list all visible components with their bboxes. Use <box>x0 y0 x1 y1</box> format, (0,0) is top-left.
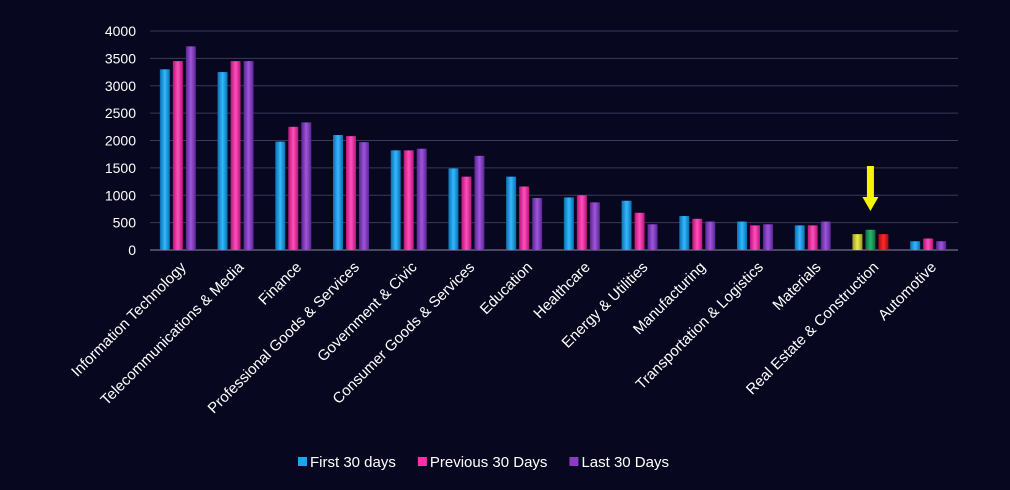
bar-last-30-days <box>820 221 831 250</box>
bar-last-30-days <box>243 61 254 250</box>
x-tick-label: Information Technology <box>68 258 190 380</box>
bar-previous-30-days <box>634 212 645 250</box>
bar-last-30-days <box>532 197 543 250</box>
bar-last-30-days <box>647 224 658 250</box>
y-tick-label: 3500 <box>105 50 136 66</box>
bar-last-30-days <box>763 224 773 250</box>
y-tick-label: 1000 <box>105 187 136 203</box>
legend: First 30 days Previous 30 Days Last 30 Day… <box>298 454 669 471</box>
bar-first-30-days <box>852 234 863 250</box>
bar-first-30-days <box>217 72 228 250</box>
x-tick-label: Finance <box>255 259 305 309</box>
x-axis-labels: Information TechnologyTelecommunications… <box>68 258 940 417</box>
bar-previous-30-days <box>807 225 818 250</box>
x-tick-label: Materials <box>769 259 824 314</box>
bar-first-30-days <box>737 221 747 250</box>
x-tick-label: Education <box>477 259 536 318</box>
y-tick-label: 2500 <box>105 105 136 121</box>
bar-last-30-days <box>589 202 600 250</box>
bar-first-30-days <box>390 150 401 250</box>
x-tick-label: Government & Civic <box>314 258 421 365</box>
arrow-head <box>862 197 879 211</box>
bar-previous-30-days <box>865 229 876 250</box>
bar-previous-30-days <box>403 150 414 250</box>
legend-label: First 30 days <box>310 454 396 471</box>
bar-previous-30-days <box>576 195 587 250</box>
bar-first-30-days <box>563 197 574 250</box>
bar-first-30-days <box>159 69 170 250</box>
y-tick-label: 3000 <box>105 78 136 94</box>
bar-first-30-days <box>621 200 632 250</box>
bar-last-30-days <box>474 155 485 250</box>
gridlines <box>150 30 958 251</box>
bar-last-30-days <box>416 148 427 250</box>
legend-label: Last 30 Days <box>581 454 669 471</box>
legend-label: Previous 30 Days <box>430 454 548 471</box>
bar-previous-30-days <box>519 186 530 250</box>
bar-last-30-days <box>185 46 196 250</box>
y-tick-label: 0 <box>128 242 136 258</box>
bars <box>159 46 947 250</box>
x-tick-label: Automotive <box>875 259 940 324</box>
bar-previous-30-days <box>692 218 703 250</box>
bar-first-30-days <box>448 168 459 250</box>
legend-swatch <box>298 457 307 466</box>
bar-last-30-days <box>301 122 312 250</box>
bar-last-30-days <box>705 221 716 250</box>
y-tick-label: 1500 <box>105 160 136 176</box>
arrow-shaft <box>866 166 874 198</box>
bar-previous-30-days <box>230 61 241 250</box>
bar-previous-30-days <box>346 136 356 250</box>
bar-last-30-days <box>878 234 889 250</box>
bar-first-30-days <box>794 225 805 250</box>
bar-first-30-days <box>506 176 517 250</box>
bar-first-30-days <box>910 241 921 250</box>
bar-previous-30-days <box>172 61 183 250</box>
y-tick-label: 500 <box>113 215 137 231</box>
legend-swatch <box>417 457 427 466</box>
y-tick-label: 4000 <box>105 23 136 39</box>
bar-first-30-days <box>275 141 286 250</box>
bar-previous-30-days <box>923 238 934 250</box>
bar-previous-30-days <box>750 225 760 250</box>
bar-previous-30-days <box>461 176 472 250</box>
bar-last-30-days <box>359 142 369 250</box>
y-axis-ticks: 0 500 1000 1500 2000 2500 3000 3500 4000 <box>105 23 136 258</box>
y-tick-label: 2000 <box>105 133 136 149</box>
bar-last-30-days <box>936 241 947 250</box>
bar-previous-30-days <box>288 126 299 250</box>
legend-swatch <box>569 457 579 466</box>
bar-first-30-days <box>679 216 690 250</box>
bar-first-30-days <box>333 135 343 250</box>
down-arrow-icon <box>862 166 879 211</box>
